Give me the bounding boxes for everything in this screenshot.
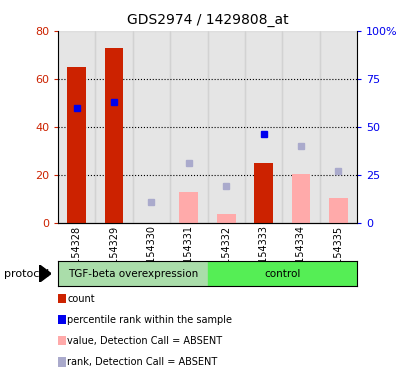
Bar (58, 31, 95, 223)
Polygon shape (39, 265, 51, 282)
Text: protocol: protocol (4, 268, 49, 279)
Bar (329, 197, 348, 223)
Bar (133, 31, 170, 223)
Bar (282, 31, 320, 223)
Text: value, Detection Call = ABSENT: value, Detection Call = ABSENT (67, 336, 222, 346)
Bar (208, 31, 245, 223)
Bar (208, 261, 357, 286)
Text: percentile rank within the sample: percentile rank within the sample (67, 314, 232, 325)
Bar (105, 48, 124, 223)
Text: count: count (67, 293, 95, 304)
Bar (320, 31, 357, 223)
Text: TGF-beta overexpression: TGF-beta overexpression (68, 268, 198, 279)
Bar (254, 163, 273, 223)
Bar (58, 261, 208, 286)
Bar (67, 67, 86, 223)
Bar (95, 31, 133, 223)
Bar (291, 174, 310, 223)
Bar (245, 31, 282, 223)
Bar (217, 214, 236, 223)
Text: GDS2974 / 1429808_at: GDS2974 / 1429808_at (127, 13, 288, 27)
Bar (179, 192, 198, 223)
Text: control: control (264, 268, 300, 279)
Bar (170, 31, 208, 223)
Text: rank, Detection Call = ABSENT: rank, Detection Call = ABSENT (67, 357, 217, 367)
